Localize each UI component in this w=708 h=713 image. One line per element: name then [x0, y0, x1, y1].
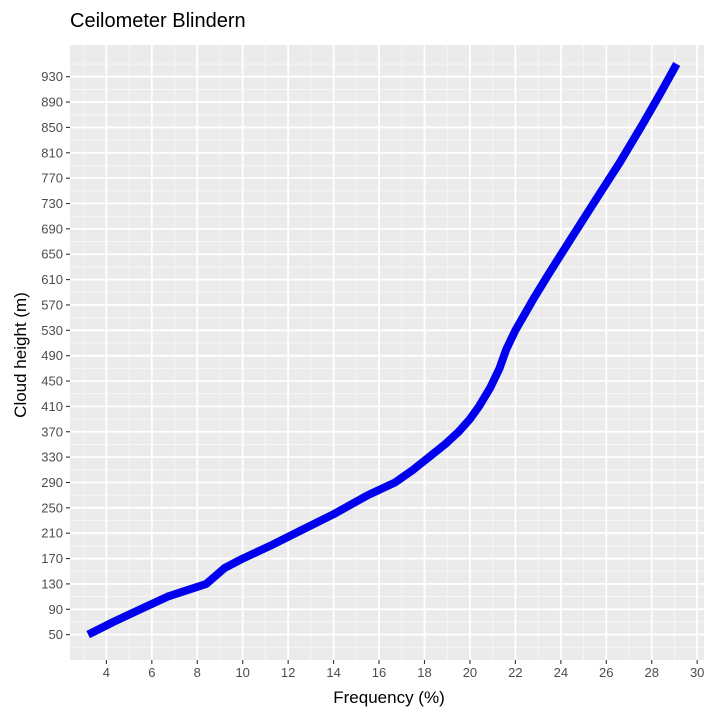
y-tick-label: 290 — [41, 475, 63, 490]
y-tick-label: 650 — [41, 247, 63, 262]
y-tick-label: 250 — [41, 500, 63, 515]
x-tick-label: 4 — [103, 665, 110, 680]
y-tick-label: 730 — [41, 196, 63, 211]
series-line — [86, 62, 681, 639]
y-axis: 50 90 130 170 210 250 290 330 370 410 450 490 530 570… — [41, 69, 70, 642]
y-tick-label: 610 — [41, 272, 63, 287]
y-tick-label: 330 — [41, 450, 63, 465]
x-tick-label: 6 — [148, 665, 155, 680]
major-grid — [70, 45, 704, 660]
y-tick-label: 930 — [41, 69, 63, 84]
y-axis-title: Cloud height (m) — [11, 292, 30, 418]
plot-panel — [70, 45, 704, 660]
x-tick-label: 16 — [372, 665, 386, 680]
x-tick-label: 26 — [599, 665, 613, 680]
x-axis: 4 6 8 10 12 14 16 18 20 22 24 26 28 30 — [103, 660, 704, 680]
y-tick-label: 570 — [41, 297, 63, 312]
x-tick-label: 18 — [417, 665, 431, 680]
x-tick-label: 30 — [690, 665, 704, 680]
x-tick-label: 12 — [281, 665, 295, 680]
y-tick-label: 890 — [41, 95, 63, 110]
y-tick-label: 450 — [41, 374, 63, 389]
x-tick-label: 20 — [463, 665, 477, 680]
x-tick-label: 28 — [645, 665, 659, 680]
y-tick-label: 130 — [41, 576, 63, 591]
x-tick-label: 14 — [326, 665, 340, 680]
x-tick-label: 22 — [508, 665, 522, 680]
y-tick-label: 810 — [41, 145, 63, 160]
y-tick-label: 770 — [41, 171, 63, 186]
x-tick-label: 24 — [554, 665, 568, 680]
y-tick-label: 50 — [49, 627, 63, 642]
series-layer — [86, 62, 681, 639]
y-tick-label: 90 — [49, 602, 63, 617]
x-axis-title: Frequency (%) — [333, 688, 444, 707]
y-tick-label: 850 — [41, 120, 63, 135]
y-tick-label: 410 — [41, 399, 63, 414]
y-tick-label: 210 — [41, 526, 63, 541]
chart-title: Ceilometer Blindern — [70, 10, 246, 32]
x-tick-label: 8 — [194, 665, 201, 680]
minor-grid — [70, 45, 704, 660]
y-tick-label: 530 — [41, 323, 63, 338]
y-tick-label: 490 — [41, 348, 63, 363]
y-tick-label: 370 — [41, 424, 63, 439]
y-tick-label: 170 — [41, 551, 63, 566]
y-tick-label: 690 — [41, 221, 63, 236]
x-tick-label: 10 — [235, 665, 249, 680]
